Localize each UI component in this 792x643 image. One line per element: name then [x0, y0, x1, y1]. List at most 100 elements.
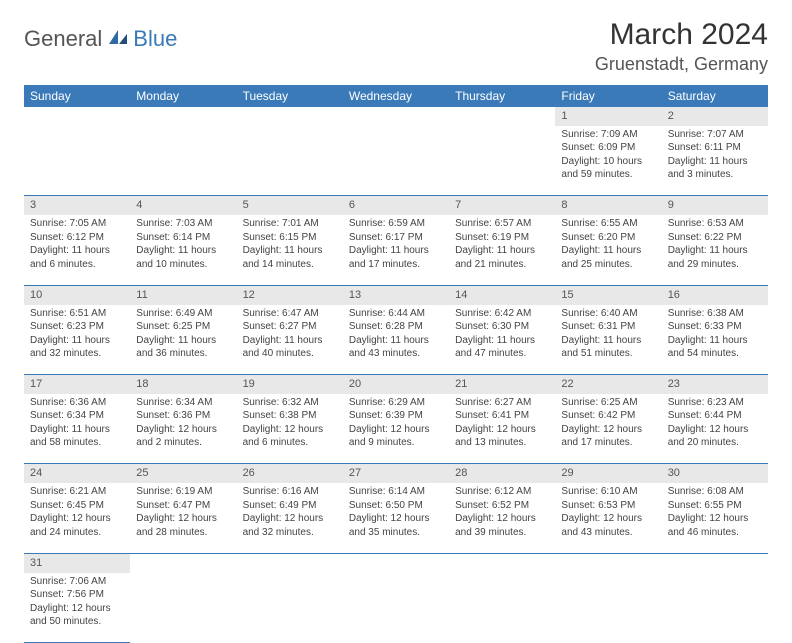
daynum-row: 17181920212223 [24, 375, 768, 394]
day-cell: Sunrise: 6:27 AMSunset: 6:41 PMDaylight:… [449, 394, 555, 464]
day-cell: Sunrise: 7:06 AMSunset: 7:56 PMDaylight:… [24, 573, 130, 643]
day-cell [343, 126, 449, 196]
day-number: 10 [24, 285, 130, 304]
day-line: Sunrise: 7:06 AM [30, 575, 124, 589]
day-cell: Sunrise: 6:34 AMSunset: 6:36 PMDaylight:… [130, 394, 236, 464]
day-number: 1 [555, 107, 661, 126]
day-line: Sunrise: 6:51 AM [30, 307, 124, 321]
day-line: Sunset: 6:09 PM [561, 141, 655, 155]
day-line: Daylight: 11 hours [455, 334, 549, 348]
day-number: 21 [449, 375, 555, 394]
day-line: Sunrise: 6:38 AM [668, 307, 762, 321]
day-number: 14 [449, 285, 555, 304]
day-line: Daylight: 12 hours [136, 512, 230, 526]
day-line: and 47 minutes. [455, 347, 549, 361]
day-line: Daylight: 11 hours [668, 244, 762, 258]
day-cell: Sunrise: 6:21 AMSunset: 6:45 PMDaylight:… [24, 483, 130, 553]
day-line: and 28 minutes. [136, 526, 230, 540]
day-line: Daylight: 11 hours [136, 334, 230, 348]
day-line: and 43 minutes. [561, 526, 655, 540]
day-cell: Sunrise: 6:44 AMSunset: 6:28 PMDaylight:… [343, 305, 449, 375]
day-header: Monday [130, 85, 236, 107]
day-line: Sunset: 6:33 PM [668, 320, 762, 334]
day-line: Daylight: 12 hours [243, 423, 337, 437]
day-line: Sunset: 6:14 PM [136, 231, 230, 245]
day-line: Sunset: 6:11 PM [668, 141, 762, 155]
week-row: Sunrise: 7:05 AMSunset: 6:12 PMDaylight:… [24, 215, 768, 285]
day-cell: Sunrise: 6:49 AMSunset: 6:25 PMDaylight:… [130, 305, 236, 375]
daynum-row: 10111213141516 [24, 285, 768, 304]
day-line: and 6 minutes. [30, 258, 124, 272]
day-number: 25 [130, 464, 236, 483]
day-cell [449, 573, 555, 643]
day-line: Sunset: 7:56 PM [30, 588, 124, 602]
day-number [24, 107, 130, 126]
day-number [237, 553, 343, 572]
day-number: 30 [662, 464, 768, 483]
day-line: and 25 minutes. [561, 258, 655, 272]
day-line: Daylight: 11 hours [136, 244, 230, 258]
day-line: Sunrise: 6:47 AM [243, 307, 337, 321]
day-cell: Sunrise: 7:01 AMSunset: 6:15 PMDaylight:… [237, 215, 343, 285]
day-line: Sunrise: 6:27 AM [455, 396, 549, 410]
day-line: Daylight: 10 hours [561, 155, 655, 169]
day-line: Sunrise: 6:14 AM [349, 485, 443, 499]
day-line: Sunset: 6:52 PM [455, 499, 549, 513]
day-number: 19 [237, 375, 343, 394]
day-number: 3 [24, 196, 130, 215]
day-cell: Sunrise: 6:47 AMSunset: 6:27 PMDaylight:… [237, 305, 343, 375]
day-line: and 32 minutes. [30, 347, 124, 361]
day-line: Daylight: 11 hours [30, 334, 124, 348]
day-line: Daylight: 11 hours [349, 334, 443, 348]
day-line: and 35 minutes. [349, 526, 443, 540]
day-number: 24 [24, 464, 130, 483]
day-line: Sunset: 6:28 PM [349, 320, 443, 334]
day-line: Sunset: 6:42 PM [561, 409, 655, 423]
day-number: 2 [662, 107, 768, 126]
day-number: 26 [237, 464, 343, 483]
day-line: Sunrise: 6:25 AM [561, 396, 655, 410]
day-line: Sunset: 6:41 PM [455, 409, 549, 423]
day-number [130, 553, 236, 572]
day-line: and 39 minutes. [455, 526, 549, 540]
week-row: Sunrise: 7:06 AMSunset: 7:56 PMDaylight:… [24, 573, 768, 643]
day-number: 11 [130, 285, 236, 304]
day-cell [555, 573, 661, 643]
day-cell: Sunrise: 6:40 AMSunset: 6:31 PMDaylight:… [555, 305, 661, 375]
day-line: and 50 minutes. [30, 615, 124, 629]
day-number: 16 [662, 285, 768, 304]
day-cell: Sunrise: 6:38 AMSunset: 6:33 PMDaylight:… [662, 305, 768, 375]
day-number: 7 [449, 196, 555, 215]
day-line: Sunset: 6:53 PM [561, 499, 655, 513]
day-line: Daylight: 12 hours [668, 512, 762, 526]
day-cell: Sunrise: 6:53 AMSunset: 6:22 PMDaylight:… [662, 215, 768, 285]
week-row: Sunrise: 6:51 AMSunset: 6:23 PMDaylight:… [24, 305, 768, 375]
day-line: Sunset: 6:50 PM [349, 499, 443, 513]
day-header: Sunday [24, 85, 130, 107]
day-line: and 6 minutes. [243, 436, 337, 450]
day-number: 12 [237, 285, 343, 304]
day-cell: Sunrise: 6:36 AMSunset: 6:34 PMDaylight:… [24, 394, 130, 464]
day-line: and 10 minutes. [136, 258, 230, 272]
day-line: Sunset: 6:44 PM [668, 409, 762, 423]
day-number: 17 [24, 375, 130, 394]
day-line: Daylight: 12 hours [668, 423, 762, 437]
day-line: and 17 minutes. [349, 258, 443, 272]
day-number [449, 553, 555, 572]
day-line: Sunset: 6:25 PM [136, 320, 230, 334]
day-line: Sunrise: 7:03 AM [136, 217, 230, 231]
day-cell: Sunrise: 6:29 AMSunset: 6:39 PMDaylight:… [343, 394, 449, 464]
day-line: and 32 minutes. [243, 526, 337, 540]
title-block: March 2024 Gruenstadt, Germany [595, 18, 768, 75]
day-cell [24, 126, 130, 196]
day-number: 28 [449, 464, 555, 483]
day-line: Daylight: 11 hours [561, 334, 655, 348]
day-cell [662, 573, 768, 643]
logo-text-general: General [24, 26, 102, 52]
day-line: Sunrise: 7:09 AM [561, 128, 655, 142]
day-line: Sunrise: 6:57 AM [455, 217, 549, 231]
day-line: Daylight: 12 hours [243, 512, 337, 526]
day-number: 8 [555, 196, 661, 215]
day-cell: Sunrise: 6:08 AMSunset: 6:55 PMDaylight:… [662, 483, 768, 553]
day-line: Sunset: 6:45 PM [30, 499, 124, 513]
